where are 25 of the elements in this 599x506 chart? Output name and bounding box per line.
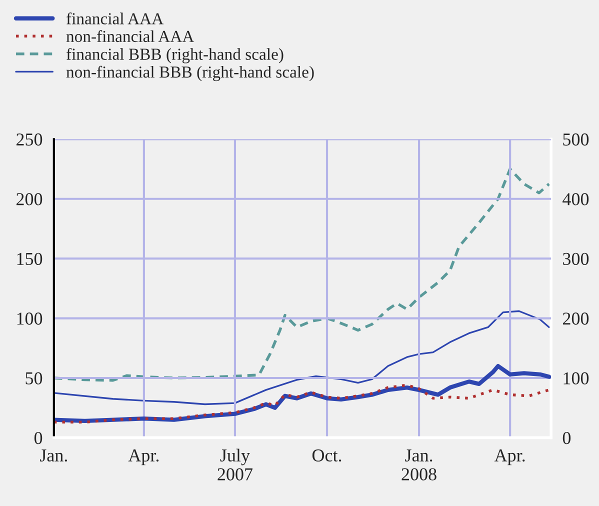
y-tick-label: 50 [26,372,42,384]
y2-tick-label: 0 [562,432,571,444]
y-tick-label: 0 [34,432,42,444]
x-tick-label: Oct. [312,449,342,462]
y-tick-label: 250 [16,133,42,146]
legend-label: financial BBB (right-hand scale) [66,48,284,64]
legend-label: non-financial BBB (right-hand scale) [66,66,314,82]
x-tick-label: Jan. 2008 [402,450,436,480]
y-tick-label: 100 [17,312,42,325]
y2-tick-label: 100 [564,372,589,384]
x-tick-label: Apr. [128,449,159,466]
y2-tick-label: 200 [562,312,589,325]
legend-label: non-financial AAA [66,30,194,42]
y2-tick-label: 300 [563,252,589,266]
y2-tick-label: 500 [563,133,589,146]
x-tick-label: Apr. [494,449,525,466]
line-series [54,384,550,424]
line-series [54,310,550,406]
y2-tick-label: 400 [562,193,589,206]
legend-label: financial AAA [66,12,164,24]
x-tick-label: July 2007 [218,448,253,480]
x-tick-label: Jan. [40,450,68,462]
y-tick-label: 150 [17,252,42,266]
line-series [54,168,550,382]
y-tick-label: 200 [16,193,42,206]
